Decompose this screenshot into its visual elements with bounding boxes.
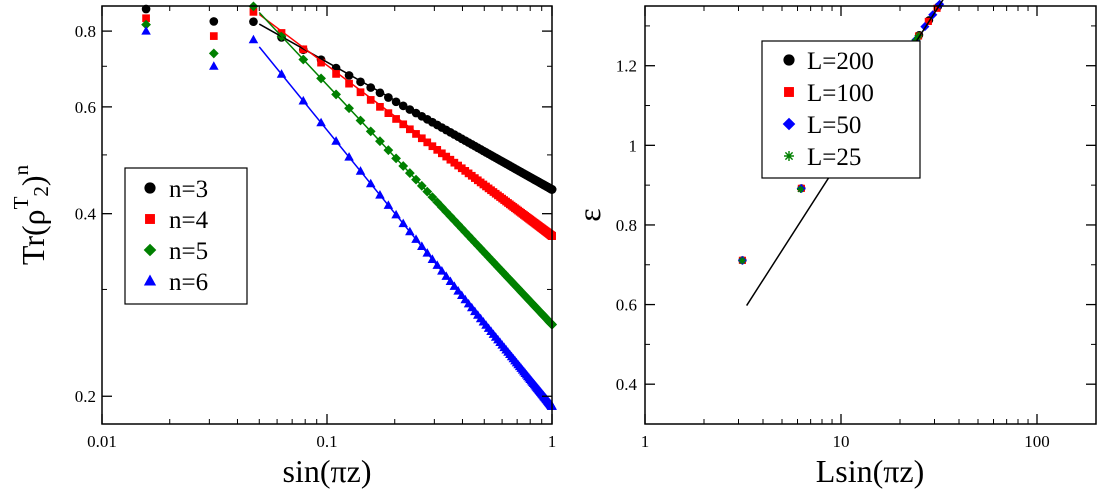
x-tick-label: 0.1	[316, 432, 337, 451]
data-point	[423, 138, 432, 147]
data-point	[141, 26, 151, 35]
data-point	[209, 32, 218, 40]
data-point	[417, 134, 426, 143]
left-ylabel-close: )	[15, 175, 51, 186]
fit-line-n=4	[258, 13, 553, 235]
legend-label-n=5: n=5	[169, 238, 208, 265]
left-y-axis-title: Tr(ρT2)n	[9, 164, 53, 265]
left-ylabel-base: Tr(ρ	[15, 209, 51, 265]
data-point	[332, 70, 340, 78]
data-point	[376, 102, 384, 111]
series-n=3	[141, 4, 557, 194]
left-ylabel-sub-2: 2	[29, 186, 53, 197]
data-point	[141, 19, 151, 30]
fit-line-n=6	[258, 46, 553, 407]
svg-text:Tr(ρT2)n: Tr(ρT2)n	[9, 164, 53, 265]
y-tick-label: 1.2	[616, 57, 637, 76]
legend-marker-n=6	[143, 274, 157, 286]
data-point	[366, 96, 375, 104]
legend-label-L=25: L=25	[807, 144, 861, 171]
y-tick-label: 0.8	[75, 22, 96, 41]
legend-label-n=4: n=4	[169, 207, 209, 234]
data-point	[249, 17, 258, 27]
right-x-axis-title: Lsin(πz)	[816, 453, 925, 489]
y-tick-label: 0.4	[75, 205, 97, 224]
legend-label-L=50: L=50	[807, 112, 861, 139]
left-axis-ticks: 0.01 0.1 1 0.2 0.4 0.6 0.8	[75, 6, 557, 451]
y-tick-label: 0.4	[616, 375, 638, 394]
legend-marker-n=5	[143, 243, 157, 257]
data-point	[433, 146, 442, 154]
data-point	[141, 4, 151, 14]
data-point	[399, 120, 408, 129]
data-point	[248, 34, 259, 44]
y-tick-label: 0.6	[616, 296, 637, 315]
data-point	[446, 155, 455, 164]
right-y-axis-title: ε	[571, 208, 607, 221]
left-fit-lines	[258, 12, 553, 407]
legend-label-L=200: L=200	[807, 48, 874, 75]
legend-marker-L=25	[784, 151, 794, 161]
data-point	[209, 61, 219, 70]
x-tick-label: 10	[832, 432, 849, 451]
y-tick-label: 1	[629, 136, 638, 155]
x-tick-label: 100	[1024, 432, 1050, 451]
x-tick-label: 1	[548, 432, 557, 451]
right-plot-frame	[644, 5, 1097, 425]
data-point	[428, 142, 437, 151]
left-plot: 0.01 0.1 1 0.2 0.4 0.6 0.8 n=3 n=4 n=5 n=6 sin(πz…	[9, 1, 557, 489]
data-point	[437, 149, 446, 158]
legend-label-n=3: n=3	[169, 176, 208, 203]
data-point	[412, 130, 420, 138]
y-tick-label: 0.8	[616, 216, 637, 235]
fit-line	[745, 0, 944, 306]
legend-label-L=100: L=100	[807, 80, 874, 107]
left-ylabel-sup-t: T	[9, 196, 33, 209]
left-legend: n=3 n=4 n=5 n=6	[124, 167, 248, 305]
right-legend: L=200 L=100 L=50 L=25	[761, 40, 921, 179]
right-plot: 1 10 100 0.4 0.6 0.8 1 1.2 L=200 L=100 L=50 L=25 L…	[571, 0, 1097, 489]
data-point	[796, 185, 805, 193]
x-tick-label: 1	[641, 432, 650, 451]
data-point	[442, 152, 451, 161]
data-point	[209, 17, 219, 26]
left-x-axis-title: sin(πz)	[282, 453, 371, 489]
data-point	[345, 79, 353, 88]
data-point	[249, 8, 258, 16]
legend-marker-L=200	[783, 54, 795, 66]
right-axis-ticks: 1 10 100 0.4 0.6 0.8 1 1.2	[616, 6, 1097, 451]
y-tick-label: 0.2	[75, 387, 96, 406]
legend-marker-n=4	[145, 214, 155, 224]
legend-label-n=6: n=6	[169, 269, 208, 296]
x-tick-label: 0.01	[87, 432, 117, 451]
y-tick-label: 0.6	[75, 98, 96, 117]
legend-marker-L=50	[782, 117, 796, 131]
data-point	[142, 14, 150, 23]
right-fit-line	[745, 0, 944, 306]
fit-line-n=5	[258, 12, 553, 326]
data-point	[392, 115, 400, 123]
data-point	[384, 109, 393, 118]
data-point	[356, 88, 365, 97]
data-point	[738, 257, 746, 265]
left-ylabel-sup-n: n	[9, 164, 33, 175]
legend-marker-n=3	[144, 182, 156, 194]
legend-marker-L=100	[784, 87, 794, 97]
data-point	[915, 31, 923, 40]
data-point	[208, 48, 219, 59]
data-point	[405, 125, 414, 134]
data-point	[317, 58, 325, 67]
